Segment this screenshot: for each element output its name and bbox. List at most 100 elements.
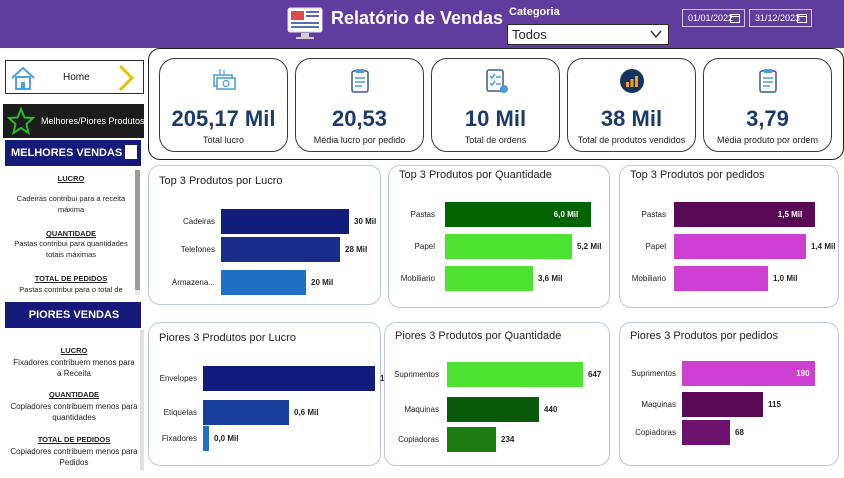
kpi-label: Total de produtos vendidos [577,135,686,145]
bar[interactable] [221,237,340,262]
category-label: Mobiliario [631,273,666,283]
bar[interactable] [682,420,730,445]
piores-vendas-header: PIORES VENDAS [5,302,141,328]
scrollbar-thumb[interactable] [135,170,140,290]
data-label: 6,0 Mil [553,209,579,219]
kpi-card-total-produtos: 38 Mil Total de produtos vendidos [567,58,696,152]
data-label: 115 [768,399,781,409]
data-label: 1,5 Mil [777,209,803,219]
data-label: 68 [735,427,744,437]
data-label: 3,6 Mil [538,273,563,283]
melhores-piores-button[interactable]: Melhores/Piores Produtos [3,104,145,138]
home-label: Home [63,72,90,83]
calendar-icon [730,14,740,23]
bar[interactable] [203,366,375,391]
category-label: Copiadoras [635,427,676,437]
clipboard-icon [350,69,369,93]
bar[interactable] [445,266,533,291]
data-label: 647 [588,369,602,379]
data-label: 1,0 Mil [773,273,798,283]
data-label: 190 [796,368,810,378]
bar[interactable] [674,202,815,227]
home-button[interactable]: Home [5,60,144,94]
data-label: 0,0 Mil [214,433,239,443]
start-date-field[interactable]: 01/01/2022 [682,9,745,27]
melhores-lucro-text: Cadeiras contribui para a receita máxima [16,194,126,214]
data-label: 234 [501,434,515,444]
data-label: 1,4 Mil [811,241,836,251]
chart-coin-icon [619,69,644,93]
kpi-label: Média produto por ordem [716,135,819,145]
data-label: 28 Mil [345,244,368,254]
category-label: Suprimentos [631,368,676,378]
bar[interactable] [447,397,539,422]
checklist-icon [485,69,508,93]
bar[interactable] [674,234,806,259]
melhores-vendas-title: MELHORES VENDAS [11,147,123,159]
bar[interactable] [221,209,349,234]
chart-top-quantidade: Top 3 Produtos por Quantidade Pastas 6,0 M… [388,165,610,308]
bar[interactable] [682,392,763,417]
bar[interactable] [682,361,815,386]
kpi-label: Total lucro [202,135,245,145]
report-icon [287,7,323,39]
chart-top-lucro: Top 3 Produtos por Lucro Cadeiras 30 Mil Te… [148,165,381,305]
calendar-icon [797,14,807,23]
category-label: Pastas [641,209,666,219]
money-icon [212,69,236,90]
bar[interactable] [221,270,306,295]
kpi-card-total-ordens: 10 Mil Total de ordens [431,58,560,152]
bar[interactable] [674,266,768,291]
chart-title: Top 3 Produtos por Quantidade [399,169,552,181]
piores-lucro-heading: LUCRO [60,346,88,355]
category-label: Maquinas [641,399,676,409]
chart-piores-pedidos: Piores 3 Produtos por pedidos Suprimentos… [619,322,839,466]
piores-vendas-title: PIORES VENDAS [28,309,120,321]
home-icon [11,66,35,90]
melhores-pedidos-text: Pastas contribui para o total de [19,285,123,294]
category-dropdown[interactable]: Todos [507,24,669,45]
end-date-field[interactable]: 31/12/2023 [749,9,812,27]
category-label: Telefones [180,244,215,254]
kpi-card-media-produto: 3,79 Média produto por ordem [703,58,832,152]
melhores-lucro-heading: LUCRO [57,174,85,183]
piores-quantidade-heading: QUANTIDADE [49,390,99,399]
category-label: Envelopes [159,373,197,383]
bar[interactable] [445,234,572,259]
chevron-down-icon [650,30,662,39]
scrollbar[interactable] [140,330,144,470]
melhores-pedidos-heading: TOTAL DE PEDIDOS [34,274,108,283]
page-title: Relatório de Vendas [331,8,504,28]
piores-lucro-text: Fixadores contribuem menos para a Receit… [13,358,135,379]
end-date-value: 31/12/2023 [755,13,801,23]
data-label: 440 [544,404,558,414]
chart-piores-quantidade: Piores 3 Produtos por Quantidade Suprimen… [384,322,610,466]
chart-top-pedidos: Top 3 Produtos por pedidos Pastas 1,5 Mil P… [619,165,839,308]
kpi-card-total-lucro: 205,17 Mil Total lucro [159,58,288,152]
data-label: 0,6 Mil [294,407,319,417]
bar[interactable] [445,202,591,227]
scrollbar[interactable] [135,170,140,295]
bar[interactable] [447,362,583,387]
chart-title: Top 3 Produtos por Lucro [159,175,283,187]
bar[interactable] [203,426,209,451]
chart-title: Piores 3 Produtos por Quantidade [395,330,562,342]
melhores-vendas-header[interactable]: MELHORES VENDAS [5,140,141,166]
category-value: Todos [512,27,547,42]
category-label: Pastas [410,209,435,219]
category-label: Copiadoras [398,434,439,444]
kpi-value: 38 Mil [600,106,663,131]
category-label: Papel [645,241,666,251]
melhores-quantidade-heading: QUANTIDADE [46,229,96,238]
category-label: Mobiliario [400,273,435,283]
data-label: 30 Mil [354,216,377,226]
bar[interactable] [447,427,496,452]
kpi-label: Média lucro por pedido [313,135,406,145]
chart-title: Top 3 Produtos por pedidos [630,169,765,181]
bar[interactable] [203,400,289,425]
category-label: Categoria [509,6,560,18]
piores-pedidos-heading: TOTAL DE PEDIDOS [37,435,111,444]
category-label: Cadeiras [182,216,215,226]
category-label: Fixadores [161,433,197,443]
